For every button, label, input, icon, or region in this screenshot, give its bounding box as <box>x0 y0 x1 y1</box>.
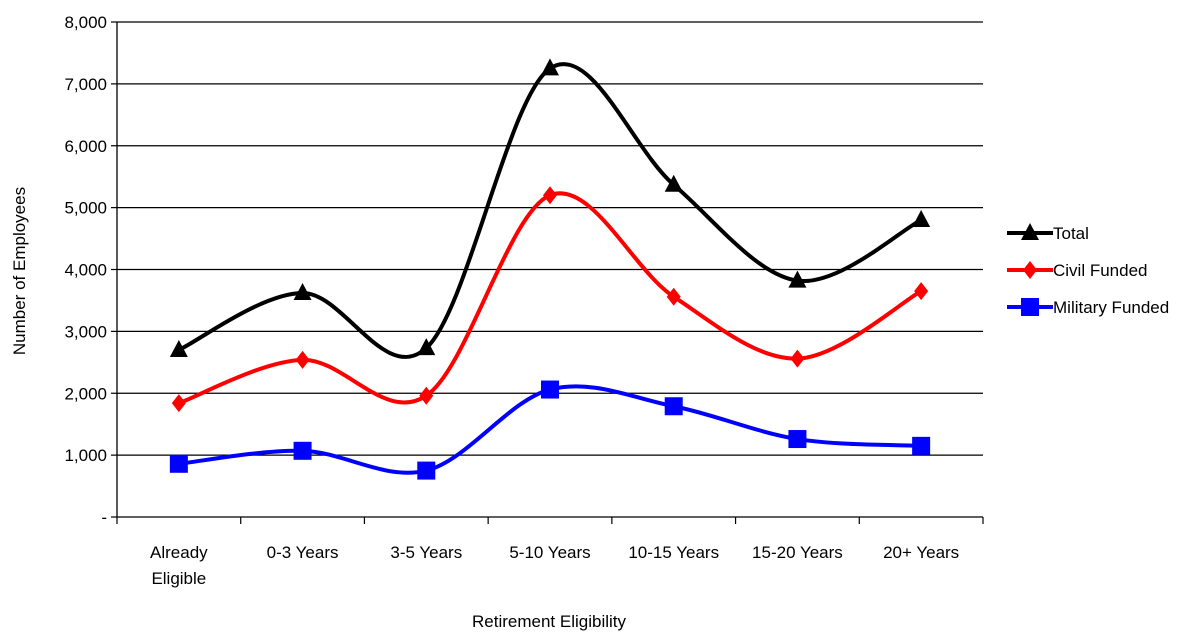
y-tick-label: 3,000 <box>64 322 107 341</box>
data-point-civil-funded <box>914 282 929 301</box>
legend: Total Civil Funded Military Funded <box>1007 223 1169 317</box>
series-lines <box>177 62 923 475</box>
legend-item-civil-funded: Civil Funded <box>1007 261 1148 280</box>
y-axis-ticks: - 1,000 2,000 3,000 4,000 5,000 6,000 7,000 8,00… <box>64 13 117 527</box>
series-line-civil-funded <box>178 191 923 406</box>
legend-item-total: Total <box>1007 223 1089 243</box>
data-point-military-funded <box>541 380 559 399</box>
data-point-total <box>293 283 312 301</box>
data-point-civil-funded <box>419 386 434 405</box>
data-point-total <box>788 270 807 288</box>
legend-label: Civil Funded <box>1053 261 1148 280</box>
data-point-military-funded <box>912 436 931 455</box>
data-point-civil-funded <box>543 186 557 205</box>
x-tick-label: 3-5 Years <box>390 543 462 562</box>
data-point-military-funded <box>788 430 807 449</box>
y-tick-label: 2,000 <box>64 384 107 403</box>
legend-marker <box>1021 223 1039 240</box>
data-point-total <box>541 58 559 76</box>
x-tick-label: 0-3 Years <box>267 543 339 562</box>
data-point-civil-funded <box>790 349 805 368</box>
legend-label: Military Funded <box>1053 298 1169 317</box>
x-tick-label: Already Eligible <box>150 543 208 588</box>
y-tick-label: 5,000 <box>64 199 107 218</box>
y-tick-label: 8,000 <box>64 13 107 32</box>
y-tick-label: - <box>101 508 107 527</box>
data-point-military-funded <box>293 441 312 460</box>
data-point-total <box>417 338 436 356</box>
legend-item-military-funded: Military Funded <box>1007 298 1169 317</box>
data-point-civil-funded <box>666 287 681 306</box>
x-tick-label: 20+ Years <box>883 543 959 562</box>
data-point-military-funded <box>417 461 436 480</box>
x-tick-label: 5-10 Years <box>509 543 590 562</box>
series-line-military-funded <box>178 384 922 475</box>
legend-marker <box>1021 298 1039 316</box>
data-point-total <box>169 339 188 357</box>
series-markers <box>169 58 931 480</box>
y-tick-label: 6,000 <box>64 137 107 156</box>
x-tick-label: 10-15 Years <box>628 543 719 562</box>
data-point-military-funded <box>664 397 683 416</box>
y-tick-label: 1,000 <box>64 446 107 465</box>
series-line-total <box>177 62 923 359</box>
x-axis-title: Retirement Eligibility <box>472 612 626 631</box>
y-tick-label: 7,000 <box>64 75 107 94</box>
data-point-total <box>664 174 683 192</box>
legend-label: Total <box>1053 224 1089 243</box>
x-axis-ticks: Already Eligible 0-3 Years 3-5 Years 5-10 Ye… <box>116 517 984 588</box>
y-axis-title: Number of Employees <box>10 187 29 355</box>
legend-marker <box>1023 261 1037 279</box>
x-tick-label: 15-20 Years <box>752 543 843 562</box>
y-tick-label: 4,000 <box>64 261 107 280</box>
gridlines <box>117 21 983 456</box>
data-point-total <box>912 210 931 227</box>
data-point-civil-funded <box>295 350 310 369</box>
data-point-military-funded <box>169 454 188 473</box>
data-point-civil-funded <box>171 394 186 413</box>
